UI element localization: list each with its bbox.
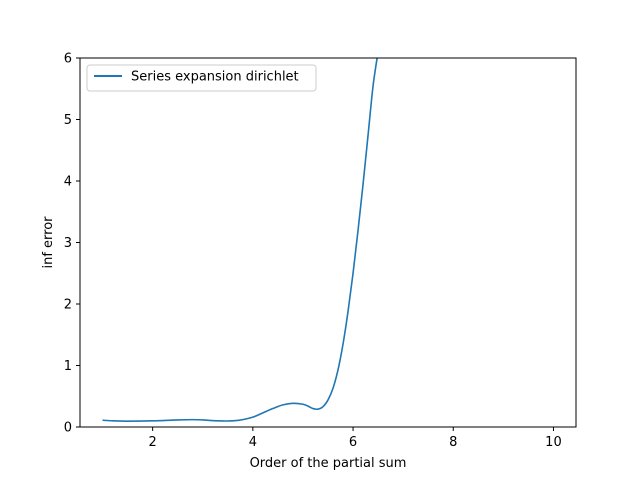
x-tick-label: 6 [349,435,357,450]
series-line-0 [102,58,378,422]
series-layer [102,58,378,422]
legend-box [86,64,317,92]
x-tick-label: 8 [449,435,457,450]
x-tick-label: 10 [545,435,562,450]
y-tick-label: 5 [64,113,72,128]
y-tick-label: 3 [64,236,72,251]
x-axis-label: Order of the partial sum [250,456,407,471]
y-tick-label: 4 [64,175,72,190]
y-tick-label: 6 [64,52,72,67]
x-tick-label: 2 [149,435,157,450]
legend: Series expansion dirichlet [86,64,317,92]
y-axis-ticks: 0 1 2 3 4 5 6 [64,52,80,436]
legend-label: Series expansion dirichlet [131,70,299,85]
y-tick-label: 2 [64,298,72,313]
y-tick-label: 0 [64,421,72,436]
y-tick-label: 1 [64,359,72,374]
plot-background [80,58,576,427]
x-tick-label: 4 [249,435,257,450]
y-axis-label: inf error [41,216,56,269]
x-axis-ticks: 2 4 6 8 10 [149,427,562,450]
